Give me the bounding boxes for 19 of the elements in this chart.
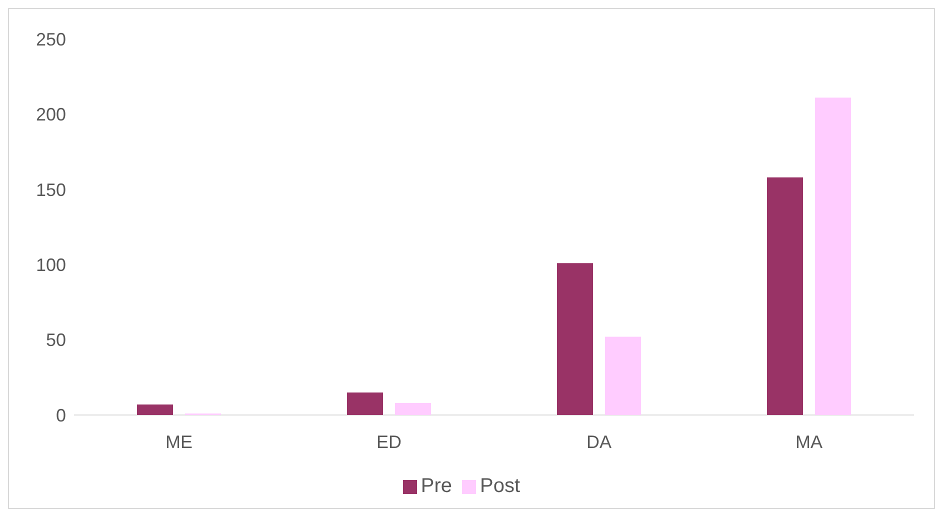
- bar: [395, 402, 431, 415]
- y-tick-label: 0: [56, 405, 66, 426]
- y-tick-label: 250: [36, 29, 66, 50]
- legend-label: Pre: [420, 475, 452, 497]
- bar: [137, 404, 173, 415]
- x-tick-label: ED: [376, 432, 402, 452]
- bar: [605, 336, 641, 415]
- bar: [767, 177, 803, 415]
- bar: [557, 263, 593, 415]
- y-tick-label: 50: [46, 330, 66, 350]
- legend-label: Post: [480, 475, 520, 497]
- x-tick-label: ME: [166, 432, 192, 452]
- x-tick-label: DA: [586, 432, 612, 452]
- y-tick-label: 150: [36, 180, 66, 200]
- bar: [815, 98, 851, 415]
- x-tick-label: MA: [796, 432, 822, 452]
- bar: [347, 392, 383, 415]
- y-tick-label: 200: [36, 104, 66, 125]
- y-tick-label: 100: [36, 254, 66, 275]
